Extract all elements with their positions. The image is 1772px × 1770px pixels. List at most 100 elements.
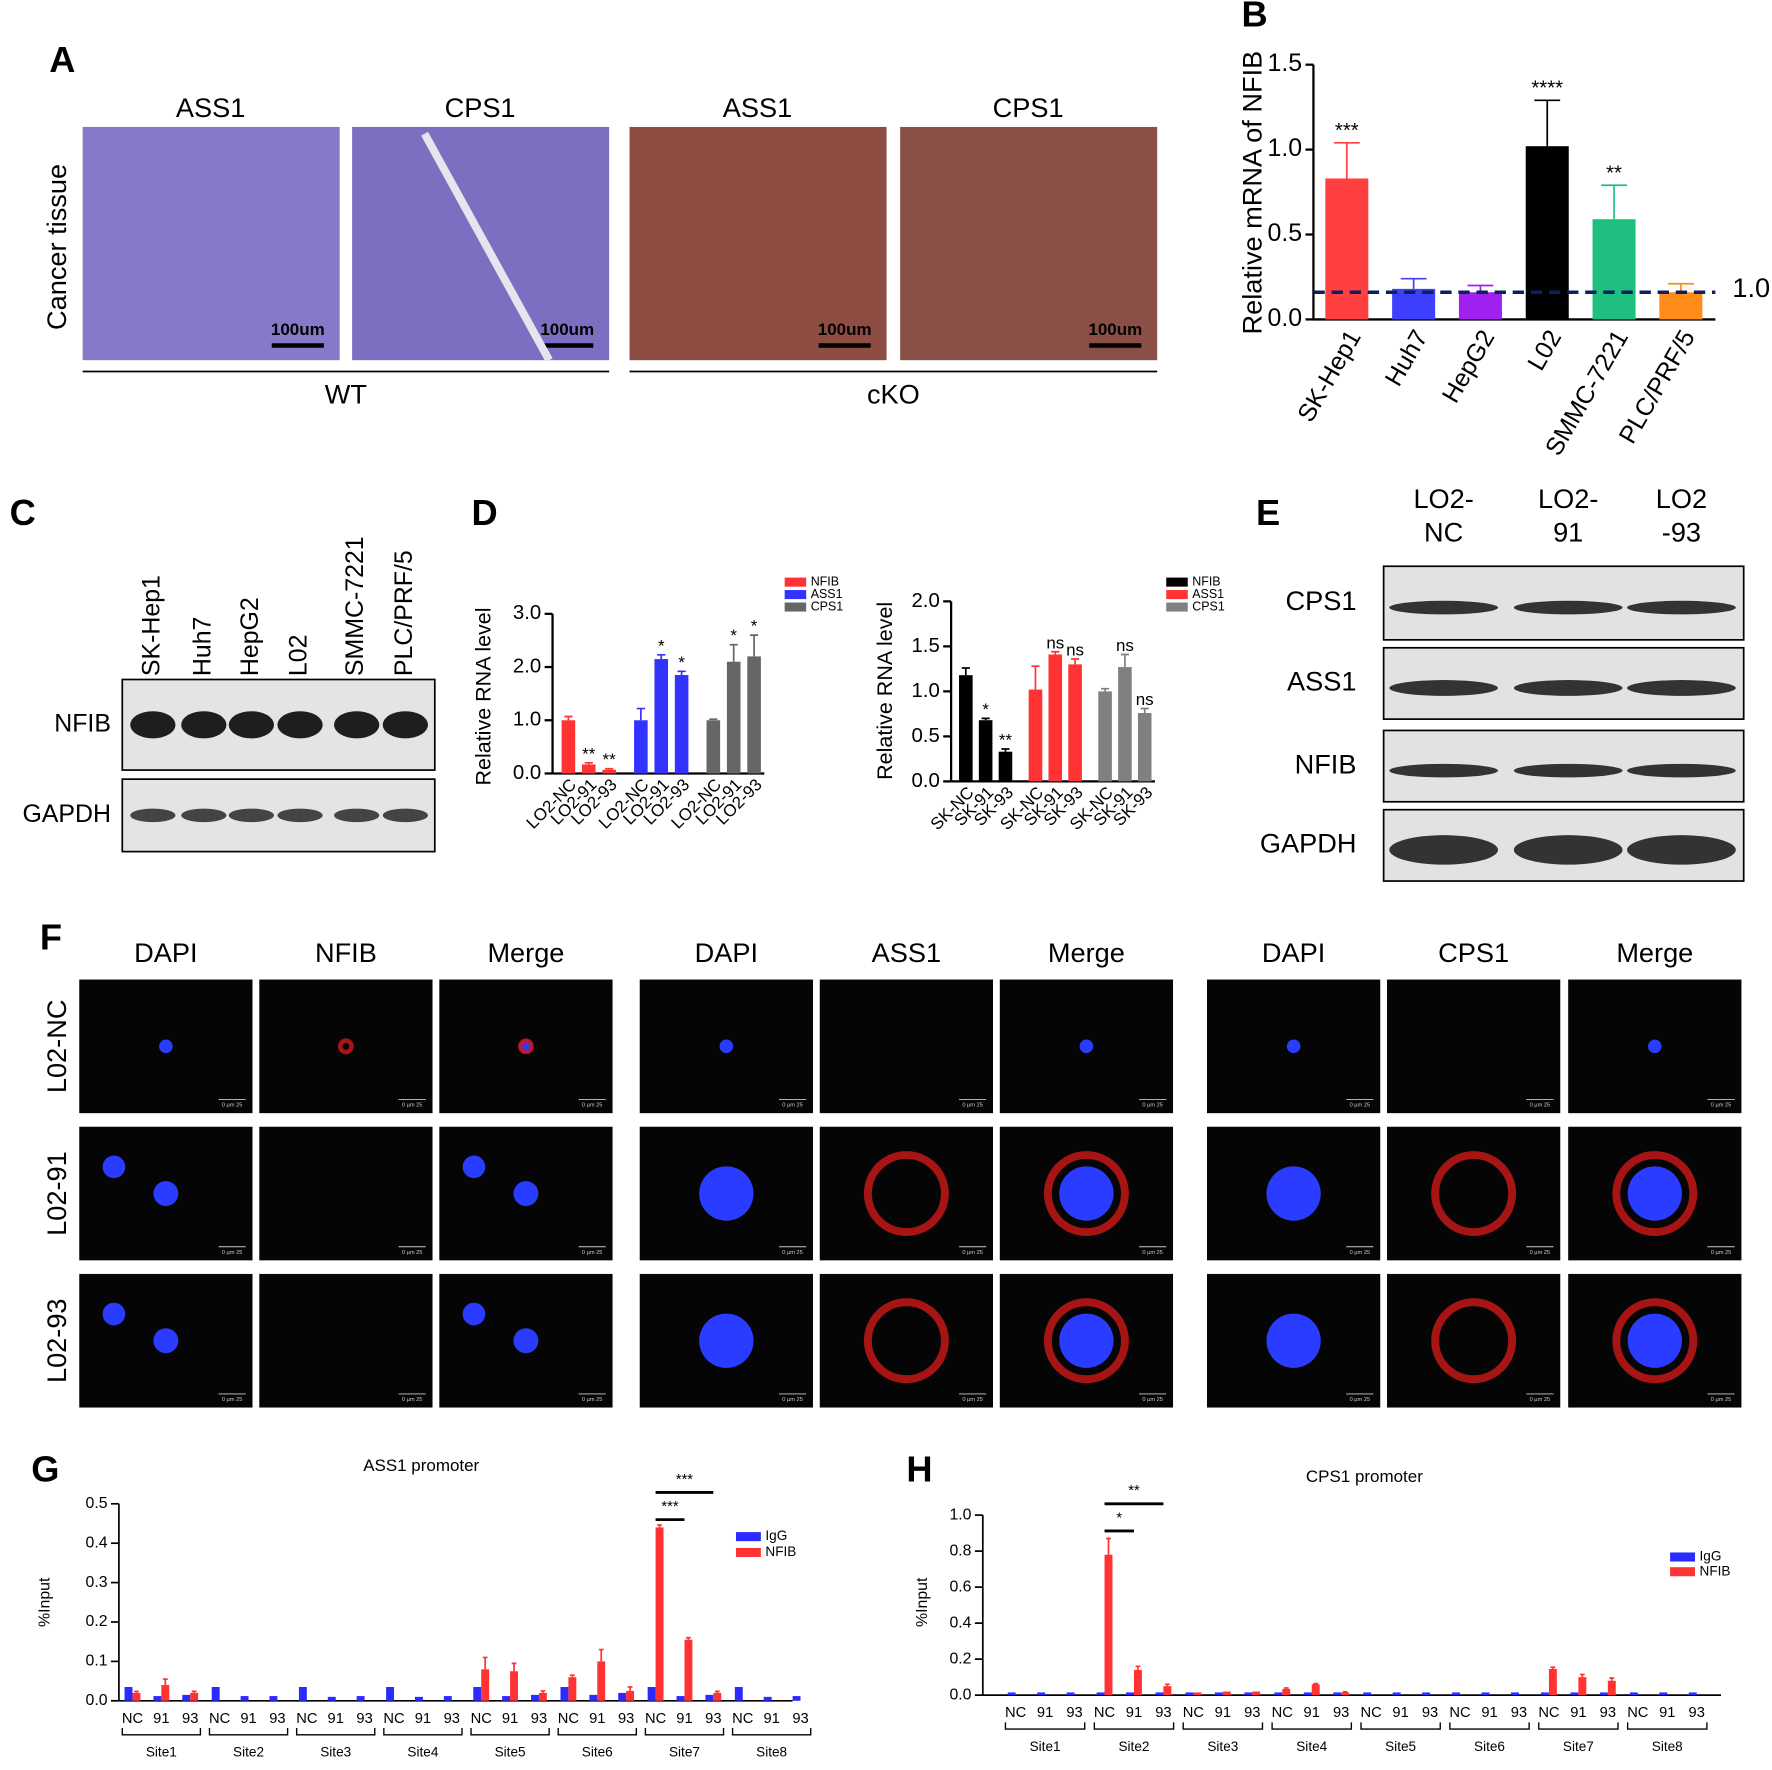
- blot-band: [1513, 763, 1623, 778]
- scale-label: 0 µm 25: [402, 1397, 423, 1403]
- scale-label: 0 µm 25: [1711, 1103, 1732, 1109]
- blot-band: [1627, 835, 1736, 865]
- bar: [1578, 1677, 1587, 1696]
- nucleus: [1627, 1313, 1682, 1368]
- row-label: GAPDH: [22, 800, 111, 828]
- scale-label: 0 µm 25: [962, 1103, 983, 1109]
- error-bar: [482, 1656, 488, 1670]
- bar: [561, 720, 576, 774]
- bar: [1096, 1692, 1105, 1696]
- legend-swatch: [784, 590, 807, 600]
- legend-swatch: [1166, 577, 1188, 587]
- x-tick-label: 91: [328, 1711, 344, 1727]
- bar: [1363, 1692, 1372, 1696]
- nucleus: [1648, 1039, 1662, 1054]
- y-axis-label: %Input: [36, 1577, 53, 1627]
- x-tick-label: NC: [1005, 1705, 1027, 1721]
- x-tick-label: 91: [763, 1711, 779, 1727]
- ihc-image: [629, 126, 887, 361]
- row-label: L02-93: [41, 1298, 72, 1383]
- blot-band: [1389, 763, 1498, 778]
- nucleus: [1266, 1166, 1321, 1221]
- column-label: Merge: [487, 937, 564, 968]
- scale-label: 0 µm 25: [222, 1103, 243, 1109]
- x-tick-label: 91: [1570, 1705, 1586, 1721]
- significance-label: **: [1128, 1483, 1140, 1499]
- significance-label: ***: [676, 1472, 693, 1488]
- group-label: Site3: [320, 1744, 351, 1759]
- blot-band: [1627, 680, 1736, 696]
- row-label: L02-NC: [41, 1000, 72, 1094]
- bar: [443, 1696, 452, 1701]
- error-bar: [1579, 1673, 1585, 1678]
- significance-label: *: [678, 653, 685, 672]
- scale-label: 0 µm 25: [582, 1250, 603, 1256]
- significance-label: *: [982, 700, 989, 719]
- y-tick-label: 0.8: [949, 1542, 971, 1559]
- panel-letter: H: [906, 1449, 932, 1490]
- scale-label: 0 µm 25: [782, 1103, 803, 1109]
- x-tick-label: 93: [182, 1711, 198, 1727]
- y-tick-label: 1.0: [911, 680, 939, 702]
- y-tick-label: 1.0: [949, 1506, 971, 1523]
- stain: [337, 1038, 354, 1055]
- scale-label: 0 µm 25: [402, 1250, 423, 1256]
- x-tick-label: 91: [240, 1711, 256, 1727]
- x-tick-label: NC: [209, 1711, 231, 1727]
- column-label: CPS1: [993, 92, 1064, 123]
- x-tick-label: NC: [1538, 1705, 1560, 1721]
- x-tick-label: 93: [1333, 1705, 1349, 1721]
- nucleus: [1286, 1039, 1301, 1054]
- blot-band: [228, 808, 275, 823]
- bar: [190, 1692, 199, 1701]
- fluorescence-image: [1387, 1126, 1561, 1261]
- bar: [655, 1527, 664, 1701]
- significance-label: *: [730, 626, 737, 645]
- scale-label: 0 µm 25: [582, 1397, 603, 1403]
- error-bar: [657, 653, 666, 660]
- y-tick-label: 0.2: [86, 1613, 108, 1630]
- column-label: ASS1: [176, 92, 245, 123]
- error-bar: [627, 1686, 633, 1691]
- error-bar: [511, 1662, 517, 1672]
- group-label: Site6: [1474, 1739, 1505, 1754]
- group-label: Site5: [1385, 1739, 1416, 1754]
- group-bracket: [1182, 1722, 1264, 1730]
- blot-band: [277, 711, 323, 739]
- bar: [618, 1692, 627, 1701]
- bar: [1133, 1669, 1142, 1696]
- scale-label: 0 µm 25: [1142, 1397, 1163, 1403]
- x-tick-label: 91: [1659, 1705, 1675, 1721]
- fluorescence-image: [259, 1126, 433, 1261]
- bar: [1481, 1692, 1490, 1696]
- x-tick-label: 91: [502, 1711, 518, 1727]
- x-tick-label: 93: [531, 1711, 547, 1727]
- x-tick-label: 91: [1304, 1705, 1320, 1721]
- x-tick-label: NC: [558, 1711, 580, 1727]
- bar: [626, 1690, 635, 1701]
- group-label: Site8: [756, 1744, 787, 1759]
- error-bar: [605, 767, 614, 770]
- lane-label: LO2-: [1538, 483, 1598, 514]
- fluorescence-image: [1387, 979, 1561, 1114]
- scale-label: 100um: [818, 320, 872, 339]
- error-bar: [564, 715, 573, 721]
- y-tick-label: 0.0: [86, 1692, 108, 1709]
- blot-band: [1389, 600, 1498, 615]
- x-tick-label: 93: [1600, 1705, 1616, 1721]
- legend-swatch: [1166, 602, 1188, 612]
- y-tick-label: 1.5: [911, 635, 939, 657]
- error-bar: [657, 1524, 662, 1528]
- bar: [1163, 1686, 1172, 1696]
- bar: [726, 661, 741, 774]
- x-tick-label: NC: [122, 1711, 144, 1727]
- row-label: NFIB: [1295, 748, 1357, 779]
- x-tick-label: 93: [792, 1711, 808, 1727]
- blot-band: [1627, 600, 1736, 615]
- bar: [747, 656, 761, 774]
- lane-label: HepG2: [236, 597, 264, 676]
- y-tick-label: 0.5: [911, 725, 939, 747]
- bar: [1244, 1692, 1253, 1696]
- error-bar: [1342, 1691, 1348, 1693]
- x-tick-label: 93: [705, 1711, 721, 1727]
